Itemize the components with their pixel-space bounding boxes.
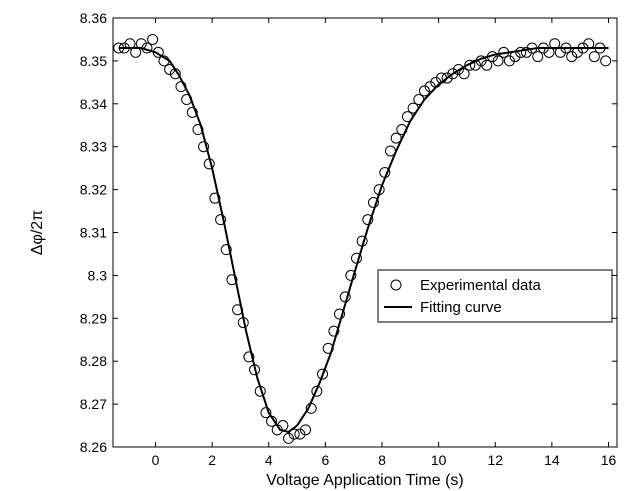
data-point-experimental-data [345, 269, 357, 281]
data-point-experimental-data [328, 325, 340, 337]
legend-label-experimental-data: Experimental data [420, 277, 542, 294]
y-tick-label: 8.26 [80, 439, 107, 455]
y-axis-label: Δφ/2π [29, 210, 46, 255]
data-point-experimental-data [260, 407, 272, 419]
data-point-experimental-data [294, 428, 306, 440]
data-point-experimental-data [464, 59, 476, 71]
data-point-experimental-data [226, 274, 238, 286]
data-point-experimental-data [600, 55, 612, 67]
x-tick-label: 4 [265, 452, 273, 468]
legend-marker-experimental-data [390, 279, 402, 291]
data-point-experimental-data [566, 51, 578, 63]
x-axis-label: Voltage Application Time (s) [266, 472, 463, 489]
data-point-experimental-data [215, 214, 227, 226]
x-tick-label: 8 [378, 452, 386, 468]
data-point-experimental-data [503, 55, 515, 67]
axes: 0 2 4 6 8 10 12 14 16 8.26 8.27 8.28 8.29 8.3 8.31 8.32… [80, 10, 618, 468]
x-tick-label: 0 [152, 452, 160, 468]
data-point-experimental-data [441, 72, 453, 84]
data-point-experimental-data [186, 106, 198, 118]
data-point-experimental-data [220, 244, 232, 256]
plot-area [113, 18, 617, 447]
legend-box [377, 269, 613, 323]
plot-background [113, 18, 617, 447]
data-point-experimental-data [532, 51, 544, 63]
legend-label-fitting-curve: Fitting curve [420, 299, 502, 316]
data-point-experimental-data [458, 68, 470, 80]
x-tick-label: 10 [431, 452, 447, 468]
legend: Experimental data Fitting curve [377, 269, 613, 323]
data-point-experimental-data [481, 59, 493, 71]
data-marks [113, 33, 612, 444]
y-tick-label: 8.28 [80, 353, 107, 369]
data-point-experimental-data [362, 214, 374, 226]
data-point-experimental-data [317, 368, 329, 380]
data-point-experimental-data [492, 55, 504, 67]
data-point-experimental-data [447, 68, 459, 80]
data-point-experimental-data [147, 33, 159, 45]
y-tick-label: 8.3 [88, 267, 108, 283]
y-tick-label: 8.31 [80, 225, 107, 241]
data-point-experimental-data [452, 63, 464, 75]
data-point-experimental-data [198, 141, 210, 153]
x-tick-label: 2 [208, 452, 216, 468]
x-tick-label: 16 [601, 452, 617, 468]
y-tick-label: 8.33 [80, 139, 107, 155]
data-point-experimental-data [311, 385, 323, 397]
series-line-fitting-curve [118, 47, 609, 433]
x-tick-label: 12 [487, 452, 503, 468]
data-point-experimental-data [469, 59, 481, 71]
y-tick-label: 8.27 [80, 396, 107, 412]
data-point-experimental-data [283, 432, 295, 444]
data-point-experimental-data [334, 308, 346, 320]
data-point-experimental-data [520, 46, 532, 58]
y-tick-label: 8.36 [80, 10, 107, 26]
y-tick-label: 8.35 [80, 53, 107, 69]
data-point-experimental-data [209, 192, 221, 204]
x-tick-label: 14 [544, 452, 560, 468]
y-tick-label: 8.29 [80, 310, 107, 326]
data-point-experimental-data [243, 351, 255, 363]
data-point-experimental-data [300, 424, 312, 436]
data-point-experimental-data [367, 196, 379, 208]
data-point-experimental-data [288, 428, 300, 440]
data-point-experimental-data [418, 85, 430, 97]
data-point-experimental-data [588, 51, 600, 63]
x-tick-label: 6 [321, 452, 329, 468]
data-point-experimental-data [424, 81, 436, 93]
y-tick-label: 8.34 [80, 96, 107, 112]
y-tick-label: 8.32 [80, 182, 107, 198]
